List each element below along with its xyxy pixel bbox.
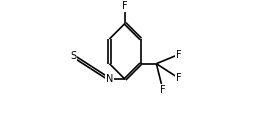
Text: F: F (122, 1, 128, 11)
Text: F: F (176, 73, 181, 83)
Text: N: N (106, 74, 113, 84)
Text: F: F (176, 50, 181, 60)
Text: S: S (70, 51, 76, 61)
Text: F: F (160, 85, 166, 95)
